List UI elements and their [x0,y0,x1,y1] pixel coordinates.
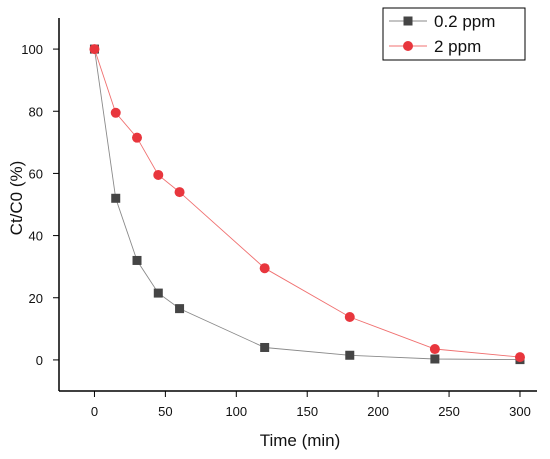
x-tick-label: 200 [367,404,389,419]
data-point [111,193,121,203]
data-point [344,312,355,323]
legend-label: 2 ppm [434,37,481,56]
legend-label: 0.2 ppm [434,12,495,31]
x-tick-label: 50 [158,404,172,419]
data-point [175,304,185,314]
data-point [110,107,121,118]
data-point [345,350,355,360]
legend: 0.2 ppm 2 ppm [382,7,526,61]
data-point [132,255,142,265]
x-tick-label: 0 [91,404,98,419]
y-tick-label: 0 [36,353,43,368]
y-tick-label: 100 [21,42,43,57]
y-tick-label: 40 [29,229,43,244]
x-axis-title: Time (min) [260,431,341,450]
data-point [153,288,163,298]
data-point [429,344,440,355]
y-tick-label: 80 [29,104,43,119]
legend-marker [403,16,413,26]
data-point [259,263,270,274]
legend-items: 0.2 ppm 2 ppm [389,12,495,56]
x-tick-label: 150 [296,404,318,419]
x-ticks: 0 50 100 150 200 250 300 [91,391,531,419]
series-line [94,48,521,358]
series-line [94,49,521,361]
series-0 [89,44,525,365]
data-point [174,187,185,198]
x-tick-label: 100 [225,404,247,419]
series-1 [89,44,525,363]
data-point [514,352,525,363]
data-point [430,354,440,364]
data-point [132,132,143,143]
x-tick-label: 300 [509,404,531,419]
legend-marker [403,41,413,51]
y-tick-label: 20 [29,291,43,306]
y-axis-title: Ct/C0 (%) [7,161,26,236]
data-point [153,169,164,180]
data-point [89,44,100,55]
y-tick-label: 60 [29,166,43,181]
data-point [260,342,270,352]
y-ticks: 0 20 40 60 80 100 [21,42,59,368]
series-layer [89,44,525,365]
x-tick-label: 250 [438,404,460,419]
